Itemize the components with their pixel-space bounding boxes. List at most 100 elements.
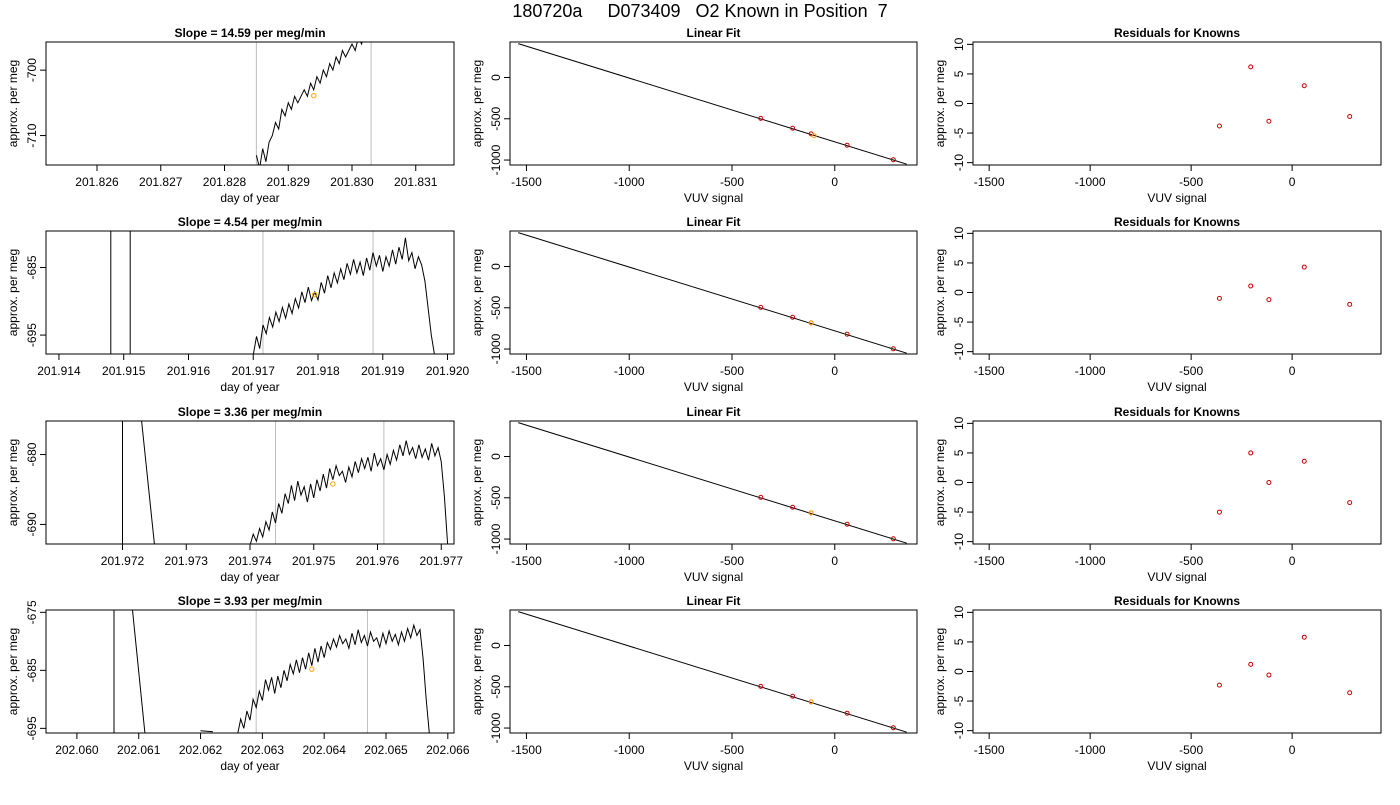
known-point [790, 693, 796, 699]
y-tick-label: -500 [489, 106, 503, 130]
y-tick-label: -5 [952, 695, 966, 706]
x-axis-label: VUV signal [684, 191, 743, 205]
fit-line [518, 232, 907, 354]
chart-title: Slope = 14.59 per meg/min [174, 26, 325, 40]
sample-point [808, 699, 814, 705]
x-tick-label: 201.977 [420, 554, 464, 568]
plot-frame [509, 41, 918, 166]
x-tick-label: 201.976 [356, 554, 400, 568]
plot-area [1216, 64, 1353, 129]
x-tick-label: 0 [831, 364, 838, 378]
known-point [758, 115, 764, 121]
x-tick-label: -500 [1179, 364, 1203, 378]
y-tick-label: -500 [489, 485, 503, 509]
signal-trace [141, 421, 155, 544]
chart-panel-2-1: Slope = 4.54 per meg/min 201.914 201.915 20… [6, 215, 470, 394]
known-point [1248, 661, 1254, 667]
known-point [1301, 264, 1307, 270]
plot-frame [45, 41, 455, 166]
chart-panel-3-3: Residuals for Knowns -1500 -1000 -500 0 10 5 0 -… [933, 405, 1382, 584]
y-axis-label: approx. per meg [470, 628, 484, 715]
plot-area [518, 232, 907, 354]
plot-area [122, 421, 449, 544]
y-tick-label: -10 [952, 343, 966, 361]
plot-area [113, 610, 430, 733]
chart-panel-1-3: Residuals for Knowns -1500 -1000 -500 0 10 5 0 -… [933, 26, 1382, 205]
plot-frame [45, 420, 455, 545]
known-point [758, 304, 764, 310]
x-tick-label: 202.063 [241, 743, 285, 757]
x-tick-label: -500 [1179, 743, 1203, 757]
y-tick-label: 0 [952, 100, 966, 107]
x-tick-label: -500 [1179, 554, 1203, 568]
known-point [1248, 64, 1254, 70]
known-point [1347, 690, 1353, 696]
y-tick-label: -5 [952, 506, 966, 517]
y-tick-label: -675 [25, 600, 39, 624]
x-tick-label: -1500 [511, 743, 542, 757]
plot-frame [45, 609, 455, 734]
known-point [1248, 283, 1254, 289]
chart-title: Residuals for Knowns [1114, 215, 1240, 229]
x-tick-label: -1500 [974, 364, 1005, 378]
x-tick-label: -1000 [614, 554, 645, 568]
plot-frame [972, 41, 1382, 166]
x-tick-label: -1000 [1075, 554, 1106, 568]
y-axis-label: approx. per meg [6, 628, 20, 715]
known-point [1266, 480, 1272, 485]
chart-title: Linear Fit [686, 215, 740, 229]
y-axis-label: approx. per meg [6, 439, 20, 526]
known-point [790, 125, 796, 131]
midpoint-marker [330, 481, 336, 487]
x-tick-label: 0 [1289, 554, 1296, 568]
known-point [890, 725, 896, 731]
fit-line [518, 422, 907, 544]
page-title: 180720a D073409 O2 Known in Position 7 [512, 1, 888, 21]
plot-frame [509, 230, 918, 355]
plot-frame [972, 230, 1382, 355]
y-axis-label: approx. per meg [470, 60, 484, 147]
chart-panel-4-3: Residuals for Knowns -1500 -1000 -500 0 10 5 0 -… [933, 594, 1382, 773]
plot-area [518, 422, 907, 544]
plot-area [1216, 450, 1353, 515]
x-tick-label: 0 [1289, 175, 1296, 189]
y-tick-label: -1000 [489, 333, 503, 364]
y-tick-label: 0 [952, 479, 966, 486]
y-tick-label: 0 [489, 74, 503, 81]
y-tick-label: -10 [952, 154, 966, 172]
plot-frame [509, 420, 918, 545]
chart-panel-2-3: Residuals for Knowns -1500 -1000 -500 0 10 5 0 -… [933, 215, 1382, 394]
x-tick-label: -1500 [974, 743, 1005, 757]
y-axis-label: approx. per meg [933, 60, 947, 147]
x-tick-label: -1000 [614, 743, 645, 757]
x-tick-label: 201.917 [232, 364, 276, 378]
known-point [790, 314, 796, 320]
known-point [758, 683, 764, 689]
chart-title: Slope = 3.36 per meg/min [178, 405, 322, 419]
y-axis-label: approx. per meg [6, 60, 20, 147]
y-axis-label: approx. per meg [933, 249, 947, 336]
x-tick-label: 201.972 [101, 554, 145, 568]
known-point [1266, 297, 1272, 303]
y-tick-label: -685 [25, 255, 39, 279]
chart-title: Linear Fit [686, 405, 740, 419]
signal-trace [252, 237, 435, 354]
known-point [1301, 458, 1307, 464]
x-axis-label: VUV signal [1147, 191, 1206, 205]
known-point [844, 142, 850, 148]
x-tick-label: 202.064 [302, 743, 346, 757]
plot-area [110, 231, 435, 354]
x-tick-label: 201.829 [267, 175, 311, 189]
y-tick-label: 10 [952, 416, 966, 430]
known-point [1248, 450, 1254, 456]
midpoint-marker [312, 291, 318, 298]
y-axis-label: approx. per meg [933, 439, 947, 526]
x-tick-label: -500 [720, 364, 744, 378]
y-tick-label: -500 [489, 674, 503, 698]
y-tick-label: -10 [952, 722, 966, 740]
x-tick-label: 0 [1289, 364, 1296, 378]
y-tick-label: 0 [489, 263, 503, 270]
x-axis-label: day of year [220, 570, 279, 584]
